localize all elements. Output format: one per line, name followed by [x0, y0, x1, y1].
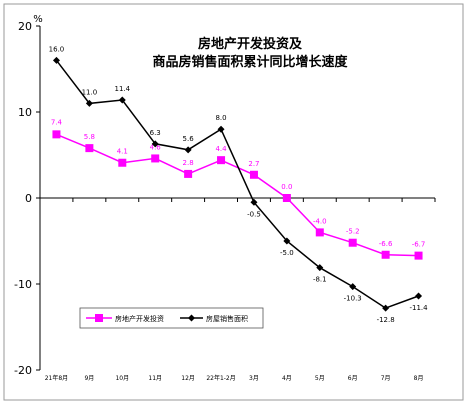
chart-title-line1: 房地产开发投资及: [198, 36, 303, 52]
data-point: [315, 228, 324, 237]
data-label: -0.5: [247, 210, 261, 218]
data-label: 7.4: [51, 118, 63, 126]
legend-swatch-marker: [95, 314, 103, 322]
data-point: [184, 146, 192, 154]
data-label: 11.0: [82, 88, 98, 96]
x-tick-label: 8月: [414, 375, 424, 382]
data-label: 8.0: [215, 114, 226, 122]
data-label: -10.3: [344, 295, 362, 303]
y-axis-unit: %: [33, 14, 43, 25]
data-label: 2.8: [183, 159, 194, 167]
data-label: 16.0: [49, 45, 65, 53]
chart-title-line2: 商品房销售面积累计同比增长速度: [152, 54, 348, 70]
data-point: [118, 158, 127, 167]
data-label: -8.1: [313, 276, 327, 284]
data-point: [52, 130, 61, 139]
data-label: -5.2: [346, 228, 360, 236]
x-tick-label: 10月: [115, 375, 129, 382]
data-label: -6.7: [412, 241, 426, 249]
series-line: [55, 59, 419, 309]
data-point: [414, 251, 423, 260]
data-point: [382, 304, 390, 312]
data-label: 11.4: [114, 85, 130, 93]
data-point: [52, 56, 60, 64]
data-point: [282, 194, 291, 202]
x-tick-label: 9月: [84, 375, 94, 382]
data-label: 5.6: [183, 135, 195, 143]
legend-swatch-marker: [188, 314, 195, 322]
data-point: [118, 96, 126, 104]
data-label: 4.4: [215, 145, 227, 153]
legend-label: 房屋销售面积: [206, 314, 248, 323]
data-label: -12.8: [377, 316, 395, 324]
chart-frame: [3, 3, 464, 401]
data-point: [349, 283, 357, 291]
x-tick-label: 5月: [315, 375, 325, 382]
data-point: [85, 144, 94, 153]
data-label: 4.1: [117, 148, 128, 156]
x-tick-label: 3月: [249, 375, 259, 382]
data-point: [415, 292, 423, 300]
legend-label: 房地产开发投资: [115, 314, 164, 323]
data-label: 2.7: [248, 160, 259, 168]
data-point: [381, 250, 390, 259]
data-label: 4.6: [150, 143, 162, 151]
series-2: 16.0 11.0 11.4 6.3 5.6 8.0 -0.5 -5.0 -8.1 -10.3 -1…: [49, 45, 428, 324]
x-tick-label: 6月: [348, 375, 358, 382]
y-tick-label: -10: [14, 278, 32, 291]
data-label: 0.0: [281, 183, 292, 191]
data-point: [151, 140, 159, 148]
y-tick-label: 0: [25, 192, 32, 205]
data-point: [348, 238, 357, 247]
data-point: [217, 125, 225, 133]
data-label: 6.3: [150, 129, 161, 137]
data-point: [217, 156, 226, 165]
data-point: [250, 198, 258, 206]
x-tick-label: 7月: [381, 375, 391, 382]
x-tick-label: 22年1-2月: [206, 374, 235, 382]
data-point: [283, 237, 291, 245]
y-tick-label: -20: [14, 364, 32, 377]
y-tick-label: 10: [18, 106, 32, 119]
data-point: [85, 99, 93, 107]
legend-box: [79, 307, 264, 329]
data-label: -5.0: [280, 249, 294, 257]
data-label: 5.8: [84, 133, 95, 141]
x-tick-label: 21年8月: [45, 374, 68, 382]
x-tick-label: 12月: [181, 375, 195, 382]
y-tick-label: 20: [18, 20, 32, 33]
data-point: [151, 154, 160, 163]
data-point: [184, 169, 193, 178]
x-tick-label: 11月: [148, 375, 162, 382]
data-label: -11.4: [409, 304, 428, 312]
data-label: -6.6: [379, 240, 393, 248]
data-label: -4.0: [313, 217, 327, 225]
data-point: [316, 264, 324, 272]
data-point: [249, 170, 258, 179]
x-tick-label: 4月: [282, 375, 292, 382]
